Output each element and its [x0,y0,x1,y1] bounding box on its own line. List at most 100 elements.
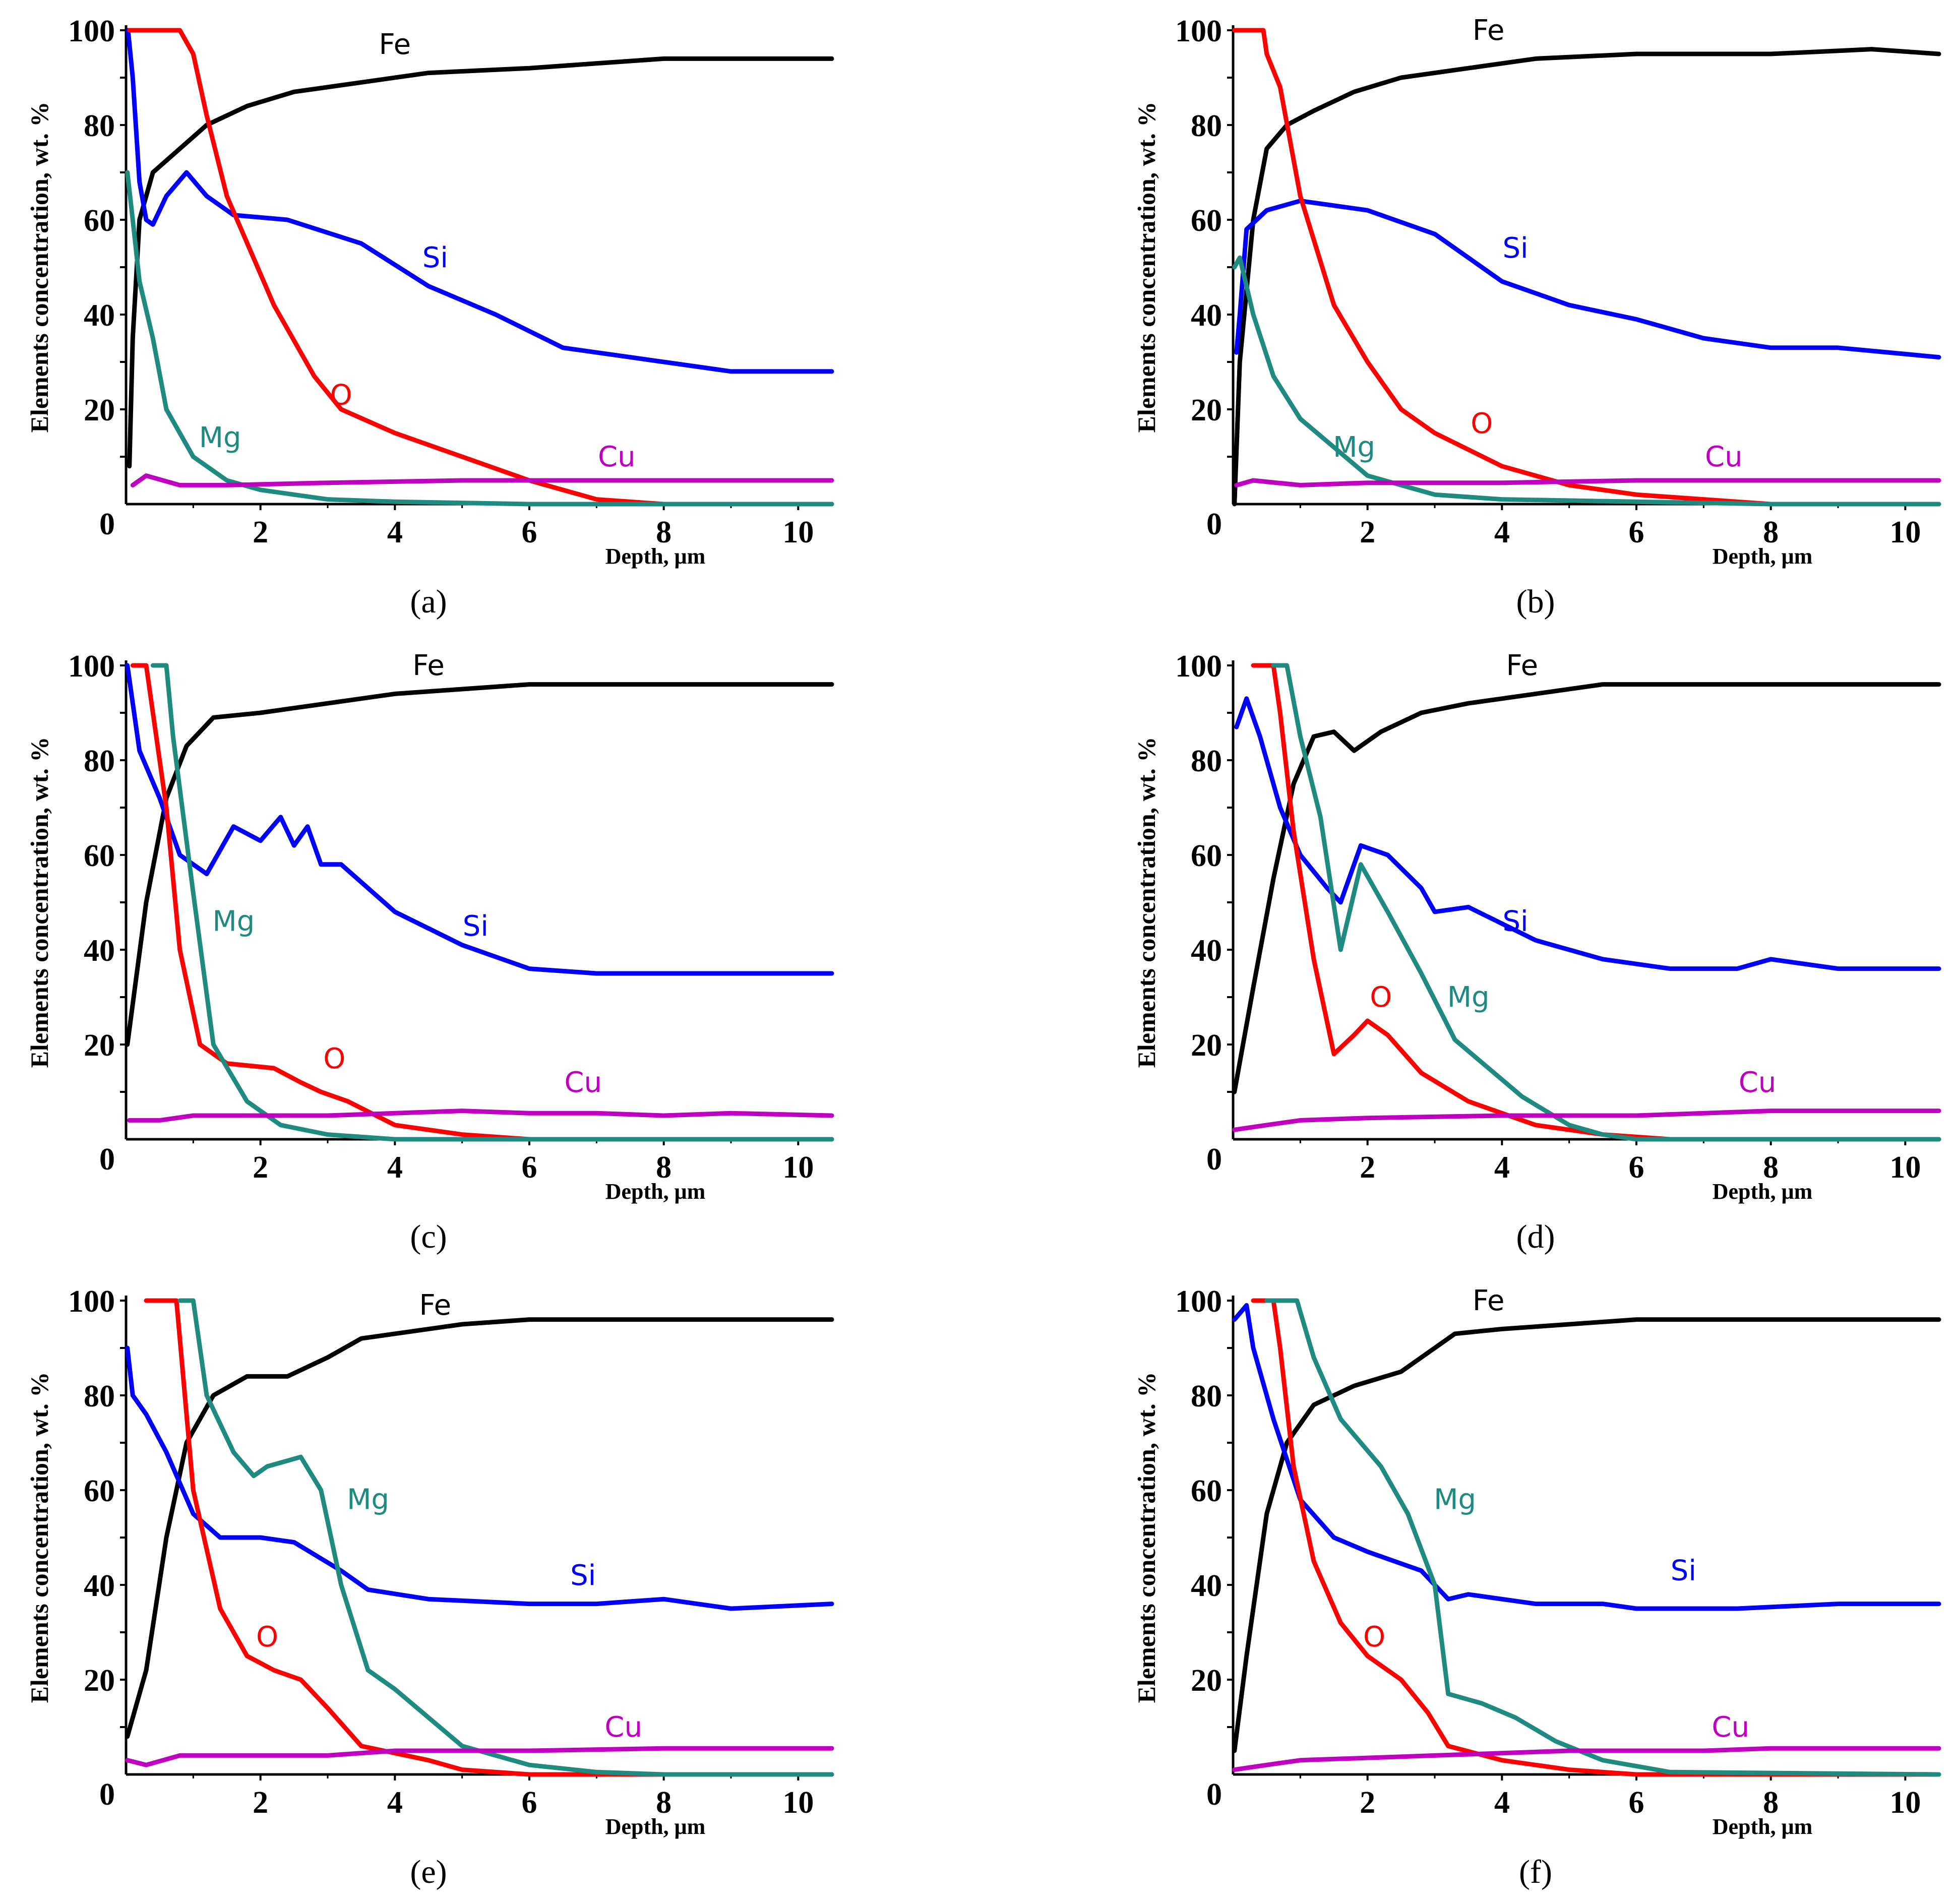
series-line-fe [1232,47,1941,507]
x-tick-label: 10 [782,1150,814,1185]
y-axis-title: Elements concentration, wt. % [1132,737,1161,1068]
series-line-mg [150,663,834,1142]
x-tick-label: 6 [1629,1786,1644,1820]
y-tick-label: 80 [1191,1379,1222,1414]
series-label-si: Si [570,1559,596,1592]
x-tick-label: 2 [1360,515,1375,549]
series-line-fe [125,1317,834,1739]
x-axis-title: Depth, μm [1713,1814,1813,1839]
series-line-si [126,28,834,374]
y-axis-title: Elements concentration, wt. % [25,737,53,1068]
y-tick-label: 100 [68,14,115,48]
y-tick-label: 80 [1191,109,1222,143]
series-line-o [1232,28,1941,507]
series-label-si: Si [1671,1555,1696,1587]
series-line-o [130,663,834,1142]
origin-tick-label: 0 [99,1142,115,1177]
series-label-cu: Cu [564,1066,602,1099]
y-tick-label: 100 [1175,1284,1222,1319]
series-line-mg [1264,1298,1941,1777]
origin-tick-label: 0 [99,507,115,541]
x-tick-label: 6 [1629,515,1644,549]
series-line-si [1232,1303,1941,1611]
x-tick-label: 2 [253,515,268,549]
series-label-si: Si [463,910,488,943]
series-label-mg: Mg [199,421,241,454]
series-line-fe [127,56,834,469]
y-tick-label: 80 [84,744,115,778]
origin-tick-label: 0 [1206,1777,1222,1812]
series-label-si: Si [1502,232,1528,265]
series-line-cu [1232,1746,1941,1772]
panel-caption: (d) [1516,1218,1555,1255]
y-tick-label: 80 [1191,744,1222,778]
x-tick-label: 8 [656,1786,671,1820]
series-label-fe: Fe [1473,14,1505,47]
y-tick-label: 100 [1175,14,1222,48]
series-line-cu [125,1746,834,1767]
series-label-fe: Fe [1473,1284,1505,1317]
chart-panel-c: 20 40 60 80 100 0 2 4 6 8 10 Elements concentration… [25,649,834,1255]
y-tick-label: 40 [1191,1569,1222,1603]
y-axis-title: Elements concentration, wt. % [1132,102,1161,433]
x-tick-label: 10 [1889,1150,1921,1185]
y-axis-title: Elements concentration, wt. % [25,1372,53,1703]
x-tick-label: 8 [1763,515,1779,549]
series-label-mg: Mg [1434,1484,1476,1516]
chart-panel-e: 20 40 60 80 100 0 2 4 6 8 10 Elements concentration… [25,1284,834,1890]
origin-tick-label: 0 [1206,507,1222,541]
y-axis-title: Elements concentration, wt. % [25,102,53,433]
series-label-o: O [1370,981,1392,1014]
series-label-cu: Cu [1739,1066,1777,1099]
series-line-o [127,28,834,507]
y-tick-label: 20 [84,1664,115,1698]
series-line-si [125,1345,834,1611]
panel-caption: (b) [1516,583,1555,620]
y-tick-label: 20 [1191,1028,1222,1063]
series-label-fe: Fe [419,1289,452,1322]
series-line-fe [125,682,834,1047]
series-label-o: O [1363,1621,1385,1653]
chart-panel-f: 20 40 60 80 100 0 2 4 6 8 10 Elements concentration… [1132,1284,1941,1890]
y-tick-label: 40 [1191,934,1222,968]
y-tick-label: 40 [84,298,115,333]
series-label-o: O [1471,407,1493,440]
chart-panel-b: 20 40 60 80 100 0 2 4 6 8 10 Elements concentration… [1132,14,1941,620]
x-axis-title: Depth, μm [605,544,706,569]
y-tick-label: 80 [84,109,115,143]
y-tick-label: 100 [1175,649,1222,684]
series-label-mg: Mg [347,1484,389,1516]
y-tick-label: 40 [84,934,115,968]
y-tick-label: 20 [84,393,115,427]
x-axis-title: Depth, μm [605,1814,706,1839]
y-tick-label: 20 [84,1028,115,1063]
series-label-mg: Mg [1333,431,1375,464]
chart-panel-d: 20 40 60 80 100 0 2 4 6 8 10 Elements concentration… [1132,649,1941,1255]
panel-caption: (f) [1519,1854,1552,1890]
x-tick-label: 2 [253,1150,268,1185]
series-label-o: O [323,1042,345,1075]
x-tick-label: 8 [656,1150,671,1185]
x-tick-label: 6 [1629,1150,1644,1185]
x-tick-label: 8 [1763,1150,1779,1185]
series-line-mg [177,1298,834,1777]
x-tick-label: 2 [253,1786,268,1820]
x-tick-label: 8 [1763,1786,1779,1820]
x-tick-label: 8 [656,515,671,549]
series-line-o [144,1298,834,1777]
panel-caption: (c) [410,1218,447,1255]
series-line-o [1251,1298,1941,1777]
series-label-fe: Fe [412,649,445,682]
series-label-fe: Fe [379,28,411,61]
origin-tick-label: 0 [99,1777,115,1812]
y-tick-label: 40 [84,1569,115,1603]
x-tick-label: 10 [1889,515,1921,549]
y-tick-label: 60 [84,204,115,238]
series-label-cu: Cu [598,441,636,473]
origin-tick-label: 0 [1206,1142,1222,1177]
series-line-mg [125,170,834,507]
x-tick-label: 6 [522,1150,537,1185]
series-label-si: Si [1502,905,1528,938]
series-line-mg [1232,255,1941,507]
